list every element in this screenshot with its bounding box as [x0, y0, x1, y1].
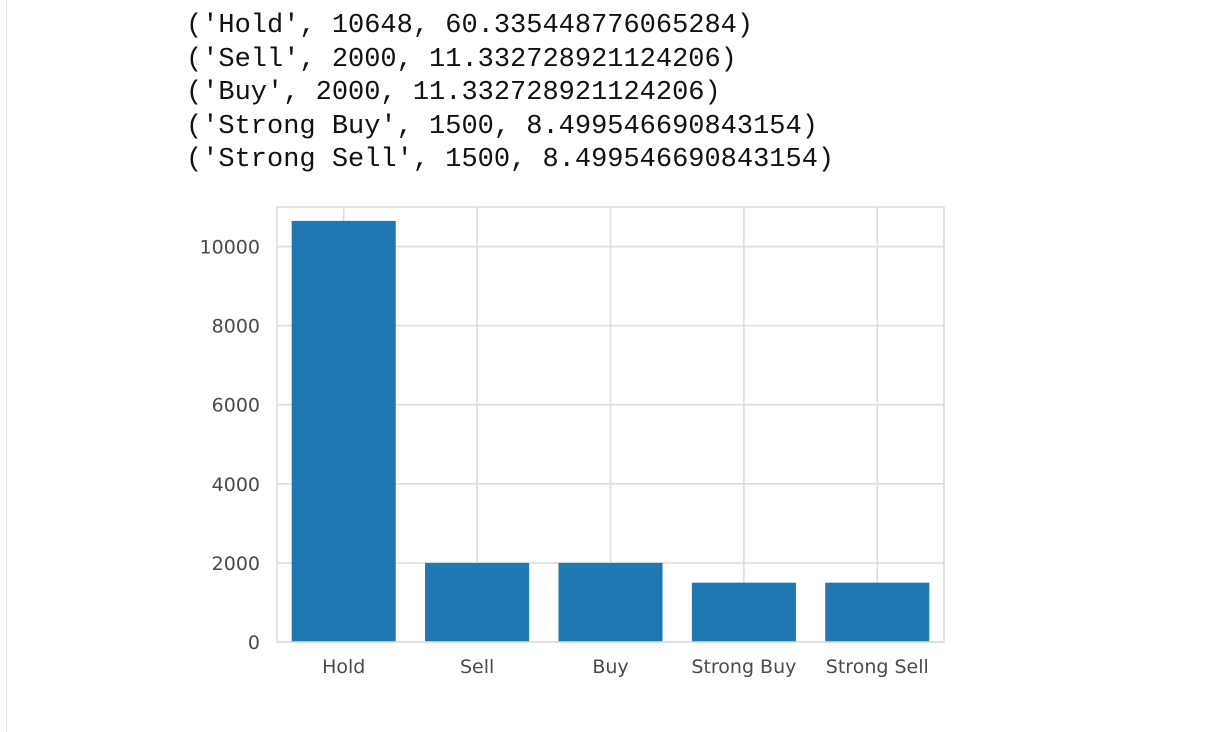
bar-hold: [291, 220, 396, 643]
bar-strong-buy: [691, 582, 796, 642]
x-tick-label-hold: Hold: [322, 656, 365, 678]
y-tick-label-4000: 4000: [212, 474, 260, 496]
x-tick-label-buy: Buy: [592, 656, 628, 678]
bar-sell: [425, 562, 530, 642]
plot-frame: [276, 206, 945, 643]
bar-strong-sell: [825, 582, 930, 642]
x-tick-label-strong-sell: Strong Sell: [826, 656, 929, 678]
y-tick-label-2000: 2000: [212, 553, 260, 575]
output-line-strong-buy: ('Strong Buy', 1500, 8.499546690843154): [186, 111, 818, 142]
y-tick-label-6000: 6000: [212, 395, 260, 417]
bar-layer: [291, 220, 930, 643]
tick-label-layer: 0 2000 4000 6000 8000 10000 Hold Sell Buy Strong …: [200, 237, 929, 678]
cell-border: [6, 0, 7, 732]
plot-frame-layer: [276, 206, 945, 643]
output-line-hold: ('Hold', 10648, 60.335448776065284): [186, 11, 754, 41]
output-line-buy: ('Buy', 2000, 11.332728921124206): [186, 78, 721, 108]
y-tick-label-0: 0: [248, 632, 260, 654]
y-tick-label-8000: 8000: [212, 316, 260, 338]
output-line-strong-sell: ('Strong Sell', 1500, 8.499546690843154): [186, 145, 835, 175]
x-tick-label-strong-buy: Strong Buy: [691, 656, 796, 678]
y-tick-label-10000: 10000: [200, 237, 260, 259]
x-tick-label-sell: Sell: [460, 656, 494, 678]
text-output: ('Hold', 10648, 60.335448776065284) ('Se…: [186, 10, 834, 178]
bar-buy: [558, 562, 663, 642]
output-line-sell: ('Sell', 2000, 11.332728921124206): [186, 44, 737, 75]
